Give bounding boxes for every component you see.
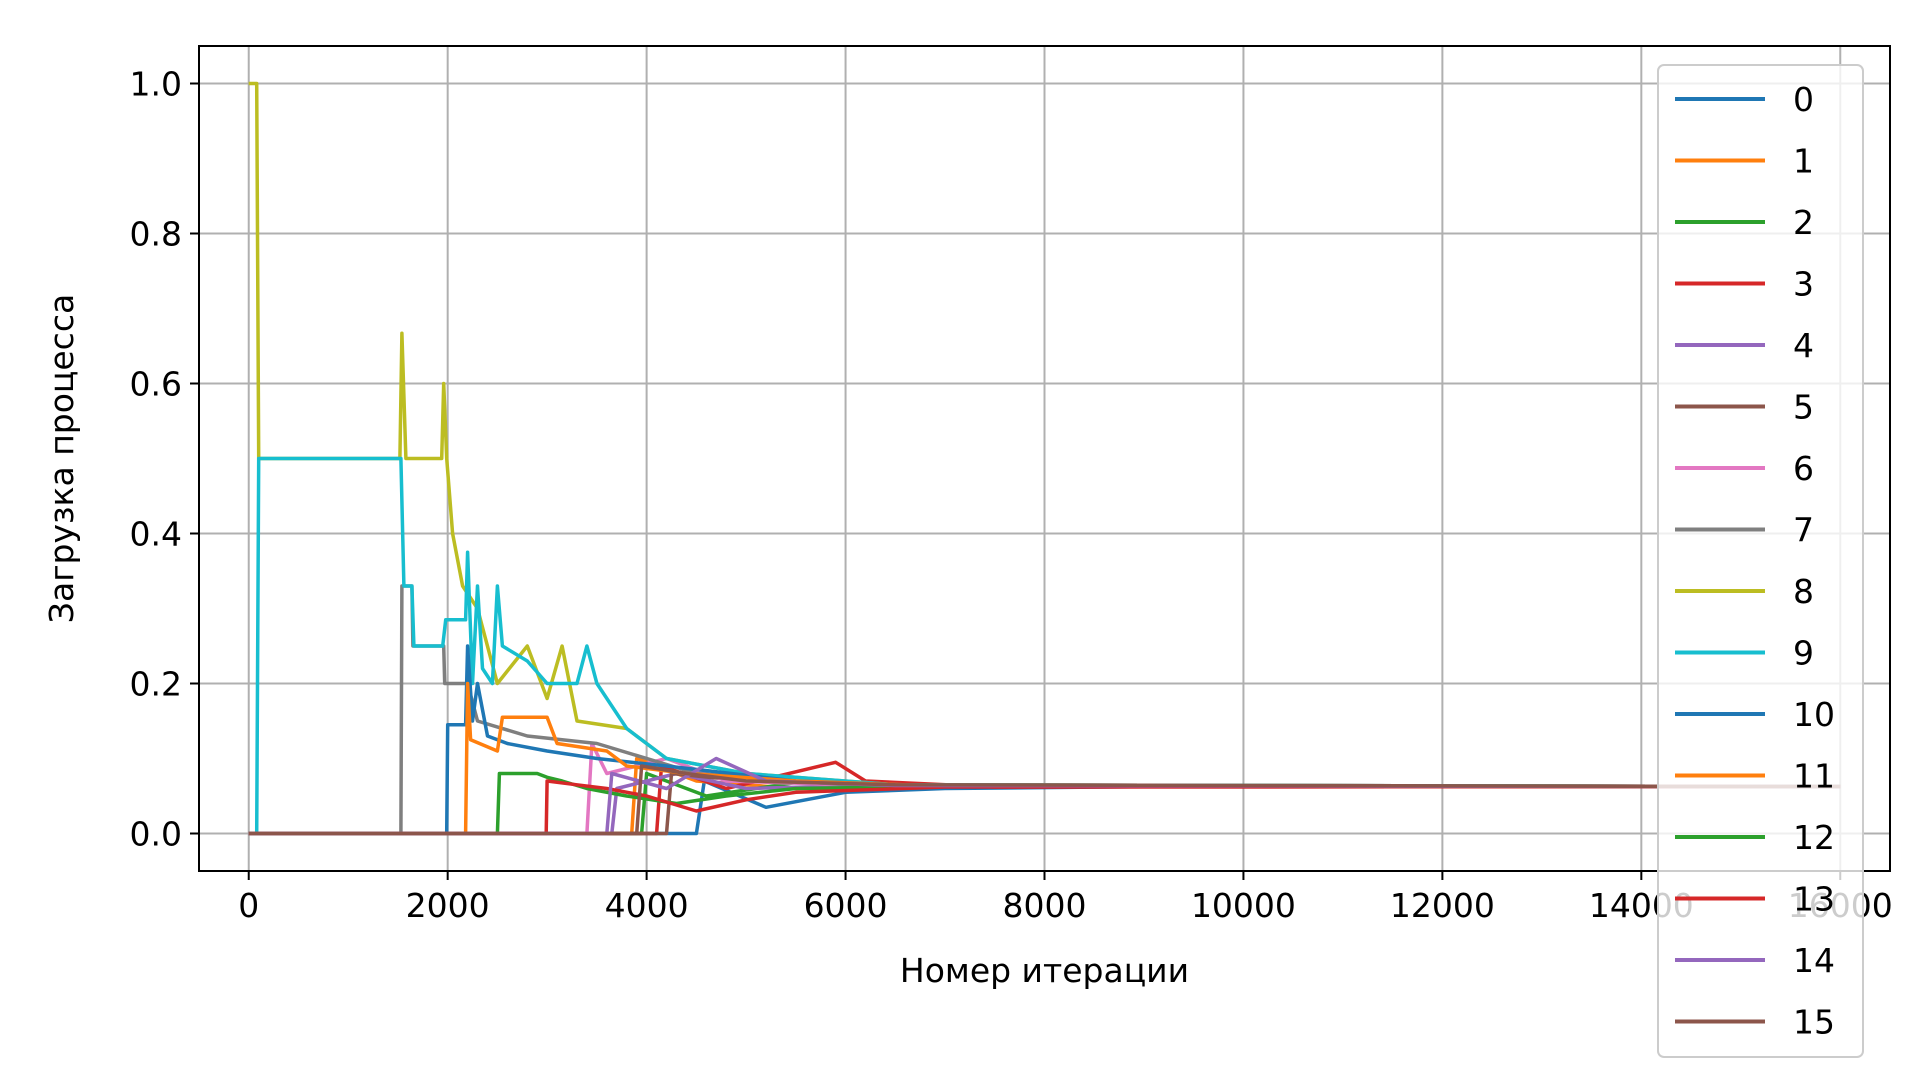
y-tick-label: 0.8 [130, 215, 182, 254]
legend-label-1: 1 [1793, 142, 1814, 181]
x-axis-title: Номер итерации [900, 951, 1189, 990]
x-tick-label: 12000 [1390, 886, 1495, 925]
legend-label-11: 11 [1793, 757, 1835, 796]
x-tick-label: 8000 [1003, 886, 1087, 925]
x-tick-label: 6000 [804, 886, 888, 925]
grid [199, 46, 1890, 871]
legend-label-8: 8 [1793, 572, 1814, 611]
legend-label-2: 2 [1793, 203, 1814, 242]
legend-label-13: 13 [1793, 880, 1835, 919]
y-tick-label: 1.0 [130, 65, 182, 104]
legend-label-4: 4 [1793, 326, 1814, 365]
series-line-12 [248, 771, 1841, 836]
series-line-9 [248, 456, 1841, 836]
legend-box [1657, 64, 1864, 1058]
x-tick-label: 0 [238, 886, 259, 925]
legend-label-10: 10 [1793, 695, 1835, 734]
legend-label-12: 12 [1793, 818, 1835, 857]
legend-label-0: 0 [1793, 80, 1814, 119]
axis-ticks: 02000400060008000100001200014000160000.0… [130, 65, 1893, 926]
x-tick-label: 2000 [406, 886, 490, 925]
legend-label-3: 3 [1793, 265, 1814, 304]
y-tick-label: 0.4 [130, 515, 182, 554]
y-tick-label: 0.0 [130, 815, 182, 854]
y-tick-label: 0.2 [130, 665, 182, 704]
x-tick-label: 4000 [605, 886, 689, 925]
legend-label-15: 15 [1793, 1003, 1835, 1042]
legend-label-14: 14 [1793, 941, 1835, 980]
y-axis-title: Загрузка процесса [42, 294, 81, 623]
x-tick-label: 10000 [1191, 886, 1296, 925]
series-line-13 [248, 779, 1841, 836]
legend-label-9: 9 [1793, 634, 1814, 673]
series-line-15 [248, 764, 1841, 836]
y-tick-label: 0.6 [130, 365, 182, 404]
series-lines [248, 81, 1841, 836]
legend-label-5: 5 [1793, 388, 1814, 427]
legend-label-7: 7 [1793, 511, 1814, 550]
legend-label-6: 6 [1793, 449, 1814, 488]
